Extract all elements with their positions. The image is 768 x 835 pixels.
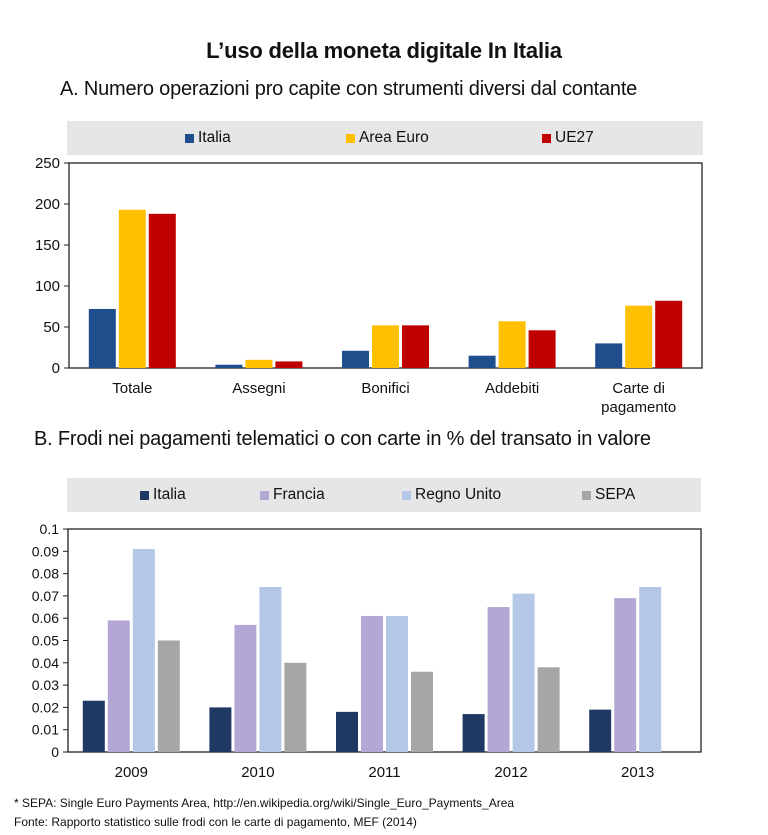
chart-b-y-tick-label: 0.07 <box>32 588 59 604</box>
chart-a-y-tick-label: 0 <box>52 360 60 377</box>
chart-a-bar-italia <box>342 350 369 368</box>
chart-a-bar-area-euro <box>245 359 273 368</box>
chart-b-y-tick-label: 0.05 <box>32 633 59 649</box>
legend-label-francia: Francia <box>273 486 325 503</box>
chart-a-bar-area-euro <box>372 325 399 368</box>
legend-item-italia: Italia <box>185 121 231 155</box>
chart-b-bar-italia <box>336 711 358 752</box>
chart-b-x-tick-label: 2011 <box>368 764 400 781</box>
chart-b-x-tick-label: 2013 <box>621 764 654 781</box>
chart-a-bar-ue27 <box>148 213 176 368</box>
legend-label-sepa: SEPA <box>595 486 636 503</box>
chart-b-y-tick-label: 0.1 <box>40 521 60 537</box>
chart-b-bar-sepa <box>284 662 307 752</box>
chart-b-bar-regno-unito <box>259 586 282 752</box>
chart-b-bar-italia <box>82 700 105 752</box>
legend-swatch-italia <box>185 133 194 143</box>
chart-b-bar-sepa <box>537 667 560 752</box>
chart-a-bar-area-euro <box>498 321 526 368</box>
chart-a-bar-italia <box>595 343 623 368</box>
footnote-source: Fonte: Rapporto statistico sulle frodi c… <box>14 815 417 829</box>
chart-b-title: B. Frodi nei pagamenti telematici o con … <box>34 428 651 450</box>
legend-item-italia-b: Italia <box>140 478 186 512</box>
legend-swatch-ue27 <box>542 133 551 143</box>
legend-item-francia: Francia <box>260 478 325 512</box>
chart-a-title: A. Numero operazioni pro capite con stru… <box>60 78 638 100</box>
chart-b-bar-francia <box>107 620 130 752</box>
chart-a-y-tick-label: 100 <box>35 278 60 295</box>
chart-b-y-tick-label: 0.02 <box>32 699 59 715</box>
chart-b-x-tick-label: 2010 <box>241 764 274 781</box>
chart-a-bar-area-euro <box>118 209 146 368</box>
legend-swatch-francia <box>260 490 269 500</box>
legend-item-area-euro: Area Euro <box>346 121 429 155</box>
chart-b-legend: Italia Francia Regno Unito SEPA <box>67 478 701 512</box>
chart-b-y-tick-label: 0.04 <box>32 655 59 671</box>
chart-a-bar-italia <box>88 308 116 368</box>
legend-label-regno-unito: Regno Unito <box>415 486 502 503</box>
chart-b-y-tick-label: 0.08 <box>32 566 59 582</box>
legend-swatch-area-euro <box>346 133 355 143</box>
chart-a-bar-italia <box>468 355 496 368</box>
legend-item-regno-unito: Regno Unito <box>402 478 501 512</box>
chart-b-bar-francia <box>614 598 637 752</box>
chart-b-y-tick-label: 0.09 <box>32 543 59 559</box>
chart-a-x-tick-label: pagamento <box>601 399 676 416</box>
chart-b-bar-sepa <box>411 671 433 752</box>
chart-a-x-tick-label: Addebiti <box>485 380 539 397</box>
legend-label-italia-b: Italia <box>153 486 186 503</box>
chart-b-x-tick-label: 2009 <box>115 764 148 781</box>
chart-a-x-tick-label: Assegni <box>232 380 285 397</box>
chart-a-y-tick-label: 200 <box>35 196 60 213</box>
chart-b-bar-italia <box>209 707 232 752</box>
chart-a-legend: Italia Area Euro UE27 <box>67 121 703 155</box>
chart-b-bar-italia <box>462 714 485 752</box>
chart-a-bar-italia <box>215 364 243 368</box>
chart-b-bar-sepa <box>157 640 180 752</box>
chart-a-y-tick-label: 150 <box>35 237 60 254</box>
chart-b-x-tick-label: 2012 <box>494 764 527 781</box>
chart-a-bar-ue27 <box>655 300 683 368</box>
legend-label-italia: Italia <box>198 129 231 146</box>
legend-swatch-regno-unito <box>402 490 411 500</box>
chart-b-bar-regno-unito <box>132 549 155 752</box>
chart-a-x-tick-label: Bonifici <box>361 380 409 397</box>
legend-swatch-sepa <box>582 490 591 500</box>
legend-item-ue27: UE27 <box>542 121 594 155</box>
chart-b-bar-italia <box>589 709 612 752</box>
chart-a-x-tick-label: Carte di <box>612 380 665 397</box>
chart-b-y-tick-label: 0.01 <box>32 722 59 738</box>
chart-a-y-tick-label: 50 <box>43 319 60 336</box>
chart-a-y-tick-label: 250 <box>35 155 60 172</box>
chart-b-y-tick-label: 0 <box>51 744 59 760</box>
chart-a-bar-ue27 <box>275 361 303 368</box>
chart-b-bar-francia <box>361 615 383 752</box>
chart-a: 0 50 100 150 200 250 Totale Assegni Bonifici Adde… <box>35 155 703 416</box>
chart-b-bar-francia <box>234 624 257 752</box>
legend-item-sepa: SEPA <box>582 478 635 512</box>
page-title: L’uso della moneta digitale In Italia <box>206 38 562 63</box>
chart-b: 0 0.01 0.02 0.03 0.04 0.05 0.06 0.07 0.08 0.09 0.1… <box>32 521 702 781</box>
chart-b-bar-regno-unito <box>512 593 535 752</box>
chart-a-bar-area-euro <box>625 305 653 368</box>
chart-b-bar-francia <box>487 607 510 752</box>
footnote-sepa: * SEPA: Single Euro Payments Area, http:… <box>14 796 515 810</box>
chart-b-y-tick-label: 0.03 <box>32 677 59 693</box>
chart-a-bar-ue27 <box>402 325 429 368</box>
legend-swatch-italia-b <box>140 490 149 500</box>
chart-b-bar-regno-unito <box>386 615 408 752</box>
chart-b-bar-regno-unito <box>639 586 662 752</box>
chart-a-x-tick-label: Totale <box>112 380 152 397</box>
chart-b-y-tick-label: 0.06 <box>32 610 59 626</box>
legend-label-ue27: UE27 <box>555 129 594 146</box>
chart-a-bar-ue27 <box>528 330 556 368</box>
legend-label-area-euro: Area Euro <box>359 129 429 146</box>
